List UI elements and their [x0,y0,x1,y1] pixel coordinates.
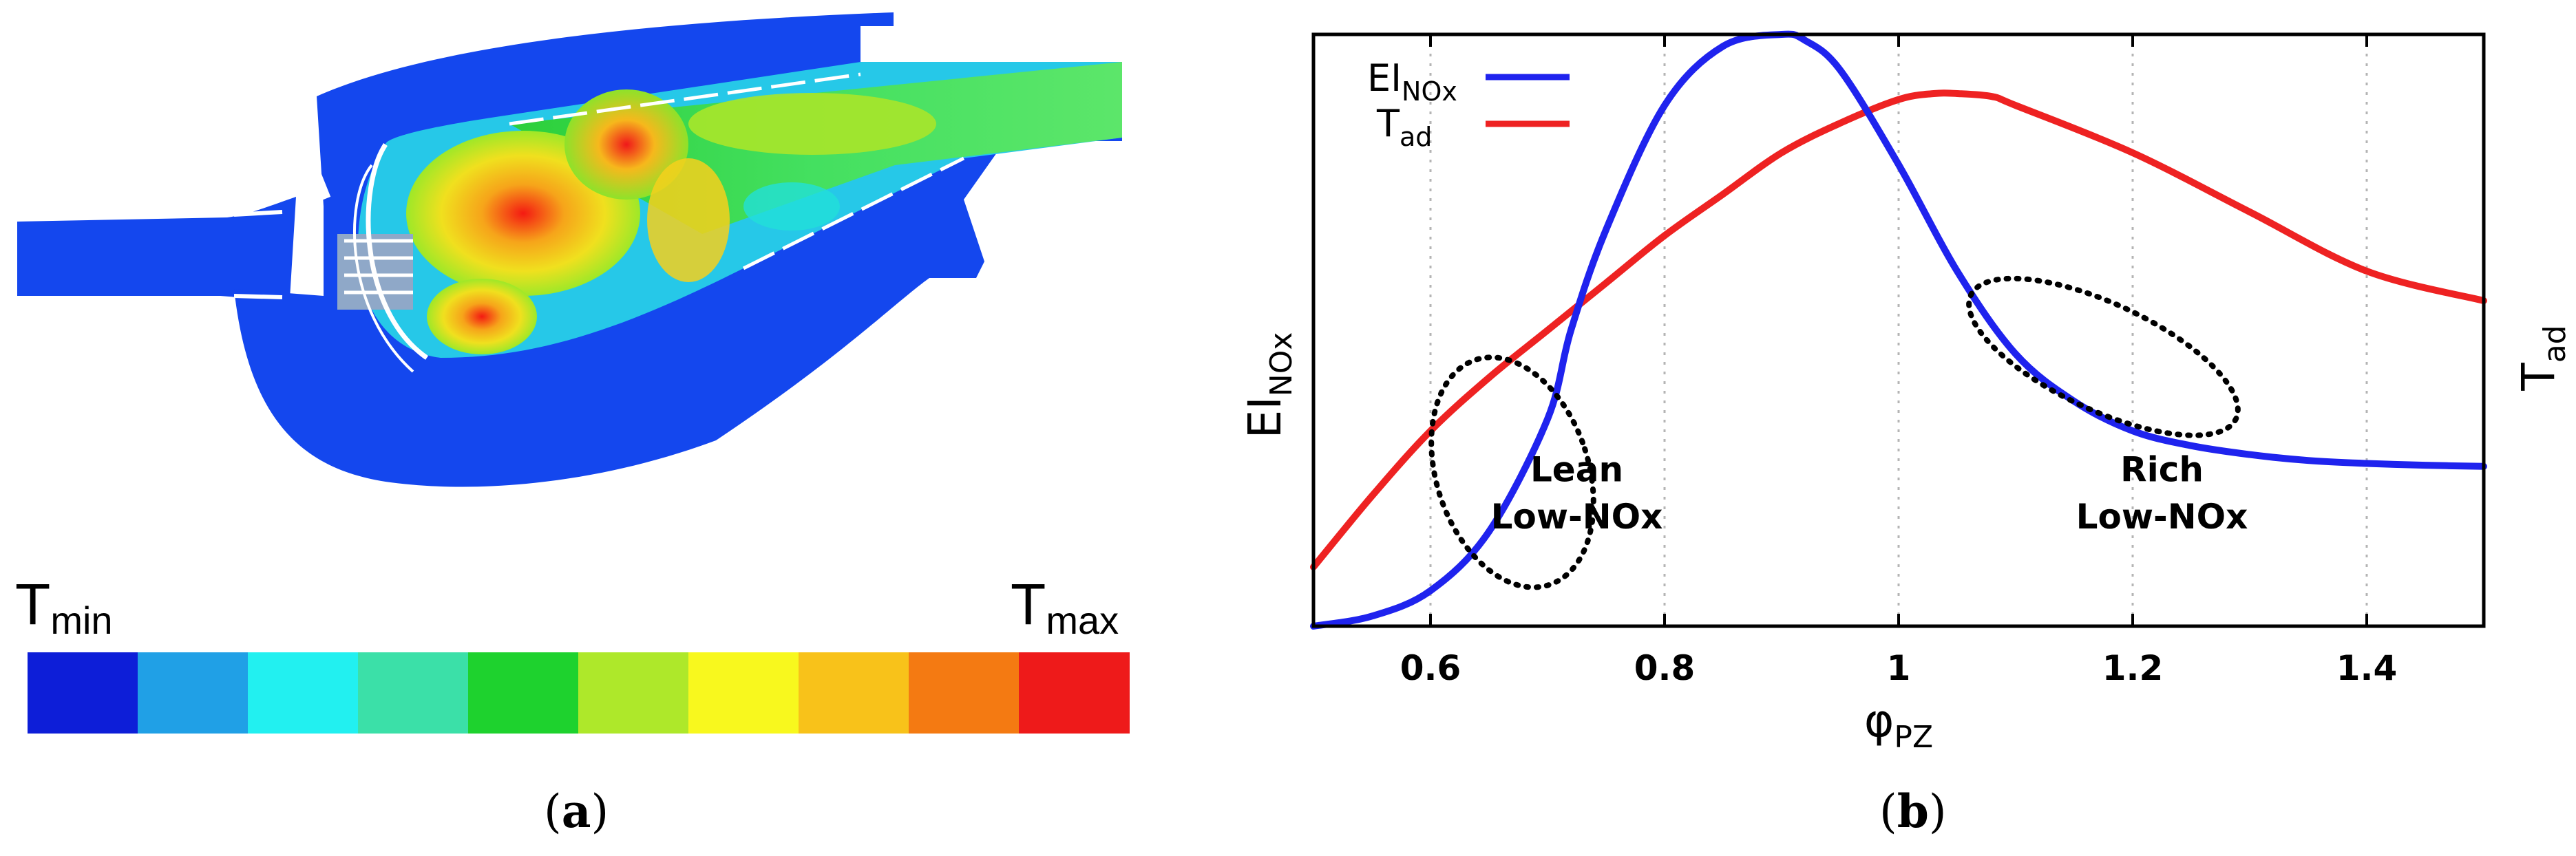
casing-shape [17,197,296,310]
panel-a: Tmin Tmax (a) [0,0,1170,856]
colorbar-segment [688,652,799,734]
region-ellipse [1428,354,1596,590]
temperature-colorbar [28,652,1130,734]
legend-label-einox: EINOx [1367,56,1457,107]
region-label-line1: Lean [1530,449,1623,489]
combustor-temperature-contour [17,12,1122,487]
x-tick-label: 1.2 [2102,648,2164,688]
x-tick-label: 1.4 [2336,648,2398,688]
colorbar-segment [799,652,909,734]
colorbar-segment [909,652,1020,734]
y-axis-label-tad: Tad [2512,325,2573,391]
colorbar-segment [468,652,579,734]
caption-a: (a) [544,784,609,838]
region-ellipse [1966,275,2241,438]
colorbar-segment [28,652,138,734]
region-label-line2: Low-NOx [2076,497,2248,537]
colorbar-segment [248,652,359,734]
colorbar-segment [578,652,689,734]
region-label-line1: Rich [2120,449,2204,489]
colorbar-segment [358,652,469,734]
t-max-label: Tmax [1011,572,1119,642]
panel-b: Lean Low-NOx Rich Low-NOx 0.6 0.8 1 1.2 1.4 EIN… [1170,0,2576,856]
x-tick-label: 1 [1887,648,1911,688]
x-tick-label: 0.6 [1400,648,1461,688]
colorbar-segment [138,652,249,734]
y-axis-label-einox: EINOx [1238,332,1299,439]
series-line-einox [1310,30,2487,630]
colorbar-segment [1019,652,1130,734]
region-label-line2: Low-NOx [1491,497,1663,537]
legend: EINOx Tad [1367,56,1570,152]
t-min-label: Tmin [15,572,113,642]
series-line-tad [1310,89,2487,570]
legend-label-tad: Tad [1376,102,1432,152]
einox-tad-chart: Lean Low-NOx Rich Low-NOx 0.6 0.8 1 1.2 1.4 EIN… [1238,30,2573,755]
x-tick-label: 0.8 [1634,648,1696,688]
x-axis-label: φPZ [1864,694,1933,755]
caption-b: (b) [1879,784,1947,838]
